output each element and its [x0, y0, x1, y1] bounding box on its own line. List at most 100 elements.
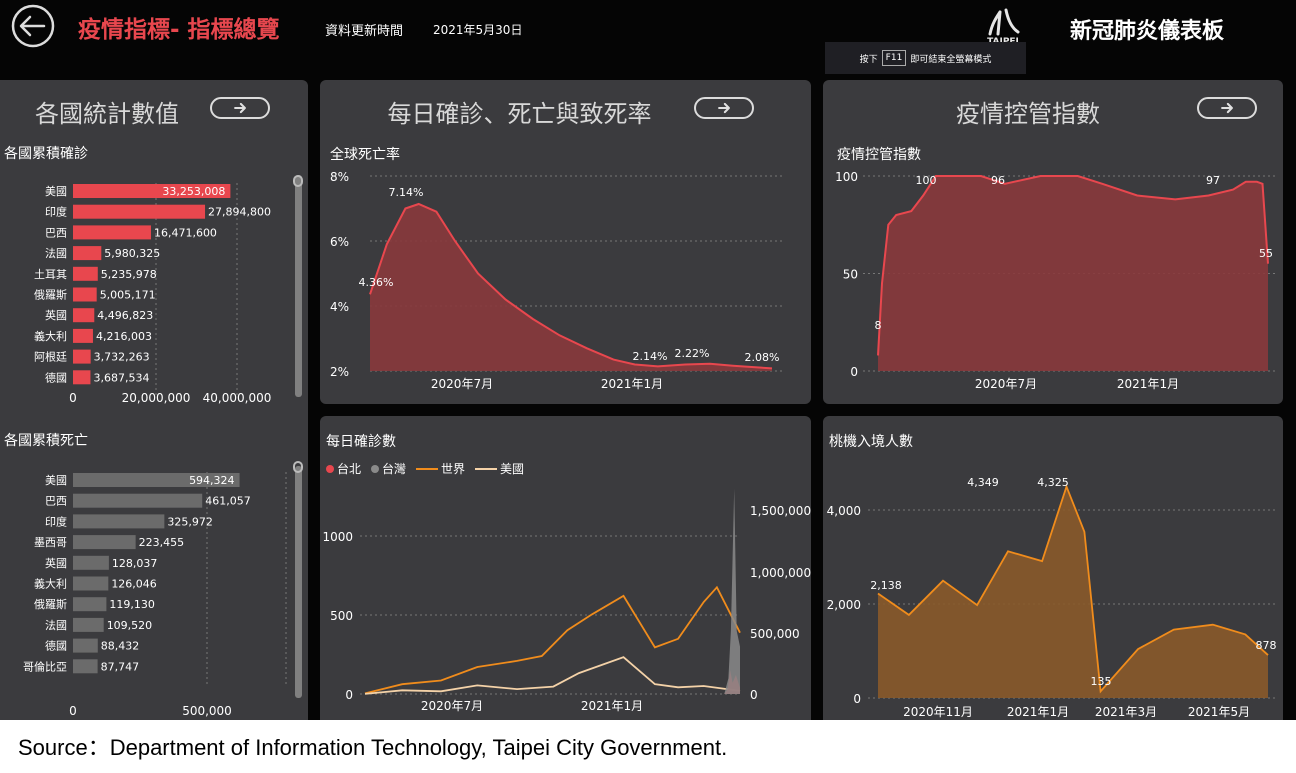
category-label: 俄羅斯: [34, 289, 67, 302]
category-label: 義大利: [34, 577, 67, 591]
app-title: 新冠肺炎儀表板: [1070, 19, 1225, 44]
deaths-scroll-thumb[interactable]: [293, 461, 303, 473]
bar: [73, 617, 104, 632]
y-tick-label: 4%: [330, 300, 349, 314]
legend-world[interactable]: 世界: [416, 460, 465, 477]
cases-scroll-thumb[interactable]: [293, 175, 303, 187]
bar: [73, 225, 151, 240]
data-label: 109,520: [107, 619, 153, 632]
panel-airport-arrivals: 桃機入境人數 4,000 2,000 0 4,349 4,325 2,138 135 878 2…: [823, 416, 1283, 720]
bar: [73, 287, 97, 302]
control-title: 疫情控管指數: [837, 147, 921, 163]
y-tick-label: 0: [853, 692, 861, 706]
control-more-arrow-icon[interactable]: [1197, 97, 1257, 119]
data-label: 126,046: [111, 578, 157, 591]
x-tick-label: 2020年7月: [975, 377, 1037, 391]
category-label: 墨西哥: [34, 536, 67, 549]
y-tick-label: 50: [843, 268, 858, 282]
series-line: [364, 585, 741, 695]
data-label: 878: [1256, 639, 1277, 652]
data-label: 4,349: [967, 476, 999, 489]
arrivals-area-chart: 4,000 2,000 0 4,349 4,325 2,138 135 878 2020年11月…: [827, 476, 1277, 719]
f11-suffix: 即可結束全螢幕模式: [910, 54, 992, 65]
panel-daily-confirmed: 每日確診數 1000 500 0 1,500,000 1,000,000 500,000 0…: [320, 416, 811, 720]
category-label: 印度: [45, 205, 67, 219]
category-label: 英國: [45, 308, 67, 322]
data-label: 5,980,325: [104, 247, 160, 260]
header-bar: 疫情指標- 指標總覽 資料更新時間 2021年5月30日 TAIPEI 新冠肺炎…: [0, 0, 1296, 78]
bar: [73, 473, 240, 487]
legend-taipei[interactable]: 台北: [326, 460, 361, 477]
bar: [73, 266, 98, 281]
y-tick-label: 2%: [330, 365, 349, 379]
y-left-tick-label: 1000: [322, 530, 353, 544]
panel-title-country: 各國統計數值: [35, 100, 179, 128]
x-tick-label: 2021年1月: [581, 699, 643, 713]
bar: [73, 493, 203, 508]
logo-text: TAIPEI: [987, 37, 1019, 46]
panel-country-stats: 各國統計數值 各國累積確診 美國 33,253,008 印度 27,894,800 巴西…: [0, 80, 308, 720]
control-area-chart: 100 50 0 100 96 97 8 55 2020年7月 2021年1月: [835, 170, 1275, 391]
bar: [73, 246, 102, 261]
category-label: 印度: [45, 514, 67, 528]
cases-scrollbar[interactable]: [295, 175, 302, 397]
category-label: 俄羅斯: [34, 598, 67, 611]
data-label: 4,496,823: [97, 309, 153, 322]
y-left-tick-label: 0: [345, 688, 353, 702]
legend-usa[interactable]: 美國: [475, 460, 524, 477]
data-label: 4,325: [1037, 476, 1069, 489]
y-tick-label: 0: [850, 365, 858, 379]
data-label: 2.22%: [675, 347, 710, 360]
data-label: 119,130: [109, 598, 155, 611]
area-fill: [878, 176, 1268, 371]
data-label: 87,747: [101, 660, 140, 673]
deaths-scrollbar[interactable]: [295, 466, 302, 698]
category-label: 巴西: [45, 226, 67, 239]
data-label: 3,732,263: [94, 351, 150, 364]
back-arrow-icon[interactable]: [8, 4, 58, 48]
data-label: 2.08%: [745, 351, 780, 364]
data-label: 33,253,008: [162, 185, 225, 198]
y-tick-label: 100: [835, 170, 858, 184]
bar: [73, 184, 231, 198]
source-caption: Source：Department of Information Technol…: [18, 735, 728, 760]
country-more-arrow-icon[interactable]: [210, 97, 270, 119]
data-label: 325,972: [167, 515, 213, 528]
data-label: 16,471,600: [154, 226, 217, 239]
legend-taiwan[interactable]: 台灣: [371, 460, 406, 477]
data-label: 4.36%: [359, 276, 394, 289]
y-left-tick-label: 500: [330, 609, 353, 623]
daily-more-arrow-icon[interactable]: [694, 97, 754, 119]
bar: [73, 659, 98, 674]
x-tick-label: 2021年5月: [1188, 705, 1250, 719]
x-tick-label: 2020年11月: [903, 705, 973, 719]
category-label: 法國: [45, 246, 67, 260]
data-label: 5,005,171: [100, 289, 156, 302]
data-label: 223,455: [139, 536, 185, 549]
category-label: 美國: [45, 474, 67, 487]
cum-cases-bar-chart: 美國 33,253,008 印度 27,894,800 巴西 16,471,600 法國 5,…: [34, 183, 271, 405]
series-area: [724, 488, 740, 694]
series-line: [364, 656, 741, 695]
area-fill: [370, 204, 772, 371]
data-label: 4,216,003: [96, 330, 152, 343]
y-right-tick-label: 1,500,000: [750, 504, 811, 518]
daily-confirmed-line-chart: 1000 500 0 1,500,000 1,000,000 500,000 0 2020年7…: [322, 488, 811, 713]
data-label: 27,894,800: [208, 206, 271, 219]
category-label: 德國: [45, 370, 67, 384]
fatality-area-chart: 8% 6% 4% 2% 7.14% 4.36% 2.14% 2.22% 2.08% 2020年7月…: [330, 170, 785, 391]
category-label: 哥倫比亞: [23, 659, 67, 673]
x-tick-label: 20,000,000: [122, 391, 191, 405]
x-tick-label: 2021年1月: [601, 377, 663, 391]
dashboard-screen: 疫情指標- 指標總覽 資料更新時間 2021年5月30日 TAIPEI 新冠肺炎…: [0, 0, 1296, 720]
category-label: 巴西: [45, 495, 67, 508]
data-label: 8: [875, 319, 882, 332]
category-label: 美國: [45, 185, 67, 198]
y-tick-label: 6%: [330, 235, 349, 249]
bar: [73, 535, 136, 550]
data-label: 97: [1206, 174, 1220, 187]
arrivals-title: 桃機入境人數: [829, 434, 913, 450]
category-label: 阿根廷: [34, 350, 67, 364]
fullscreen-hint: 按下 F11 即可結束全螢幕模式: [825, 42, 1026, 74]
category-label: 英國: [45, 556, 67, 570]
